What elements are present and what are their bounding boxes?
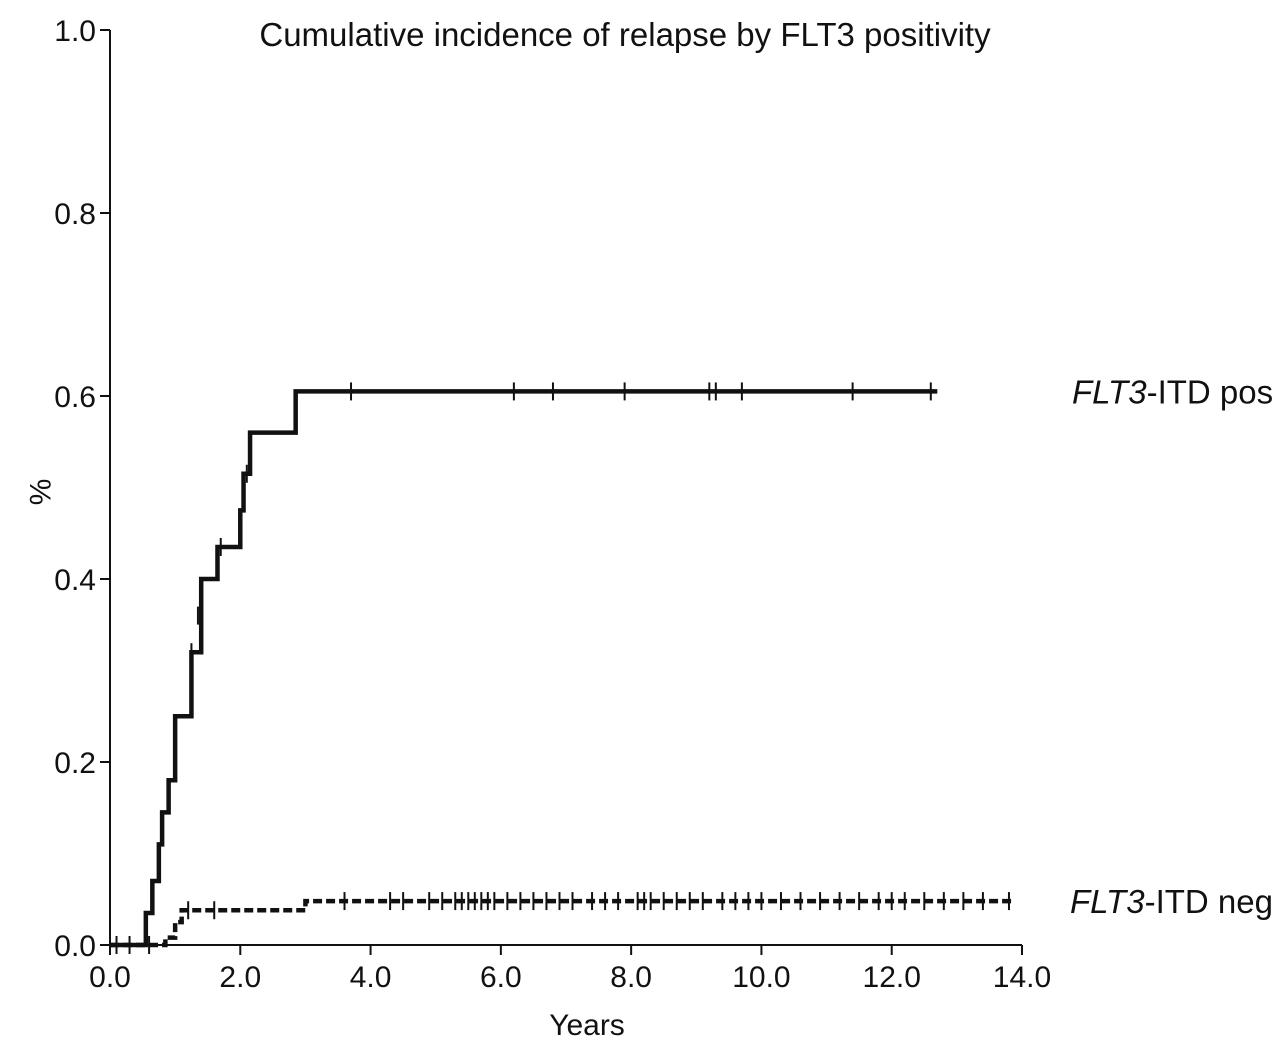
x-tick-label: 8.0 bbox=[610, 961, 652, 994]
series-label-neg: FLT3-ITD neg bbox=[1070, 883, 1273, 920]
series-step-line bbox=[110, 898, 1013, 948]
x-tick-label: 6.0 bbox=[480, 961, 522, 994]
series-label-suffix: -ITD neg bbox=[1145, 883, 1273, 920]
x-tick-label: 14.0 bbox=[993, 961, 1051, 994]
x-tick-label: 0.0 bbox=[89, 961, 131, 994]
series-label-suffix: -ITD pos bbox=[1147, 373, 1274, 410]
y-axis-title: % bbox=[23, 479, 56, 506]
x-tick-label: 2.0 bbox=[219, 961, 261, 994]
y-tick-label: 0.2 bbox=[54, 747, 96, 780]
chart-title: Cumulative incidence of relapse by FLT3 … bbox=[259, 16, 991, 53]
y-tick-label: 0.4 bbox=[54, 564, 96, 597]
series-layer bbox=[110, 382, 1013, 954]
series-flt3-itd-pos bbox=[110, 382, 938, 948]
series-label-gene: FLT3 bbox=[1072, 373, 1147, 410]
series-flt3-itd-neg bbox=[110, 892, 1013, 954]
x-tick-label: 4.0 bbox=[350, 961, 392, 994]
x-axis-title: Years bbox=[549, 1009, 625, 1042]
x-axis-ticks: 0.0 2.0 4.0 6.0 8.0 10.0 12.0 14.0 bbox=[89, 945, 1051, 994]
series-label-gene: FLT3 bbox=[1070, 883, 1145, 920]
series-step-line bbox=[110, 389, 938, 948]
y-tick-label: 0.0 bbox=[54, 930, 96, 963]
y-tick-label: 0.6 bbox=[54, 381, 96, 414]
series-label-pos: FLT3-ITD pos bbox=[1072, 373, 1273, 410]
x-tick-label: 10.0 bbox=[732, 961, 790, 994]
y-axis-ticks: 0.0 0.2 0.4 0.6 0.8 1.0 bbox=[54, 15, 110, 963]
y-tick-label: 0.8 bbox=[54, 198, 96, 231]
y-tick-label: 1.0 bbox=[54, 15, 96, 48]
x-tick-label: 12.0 bbox=[863, 961, 921, 994]
